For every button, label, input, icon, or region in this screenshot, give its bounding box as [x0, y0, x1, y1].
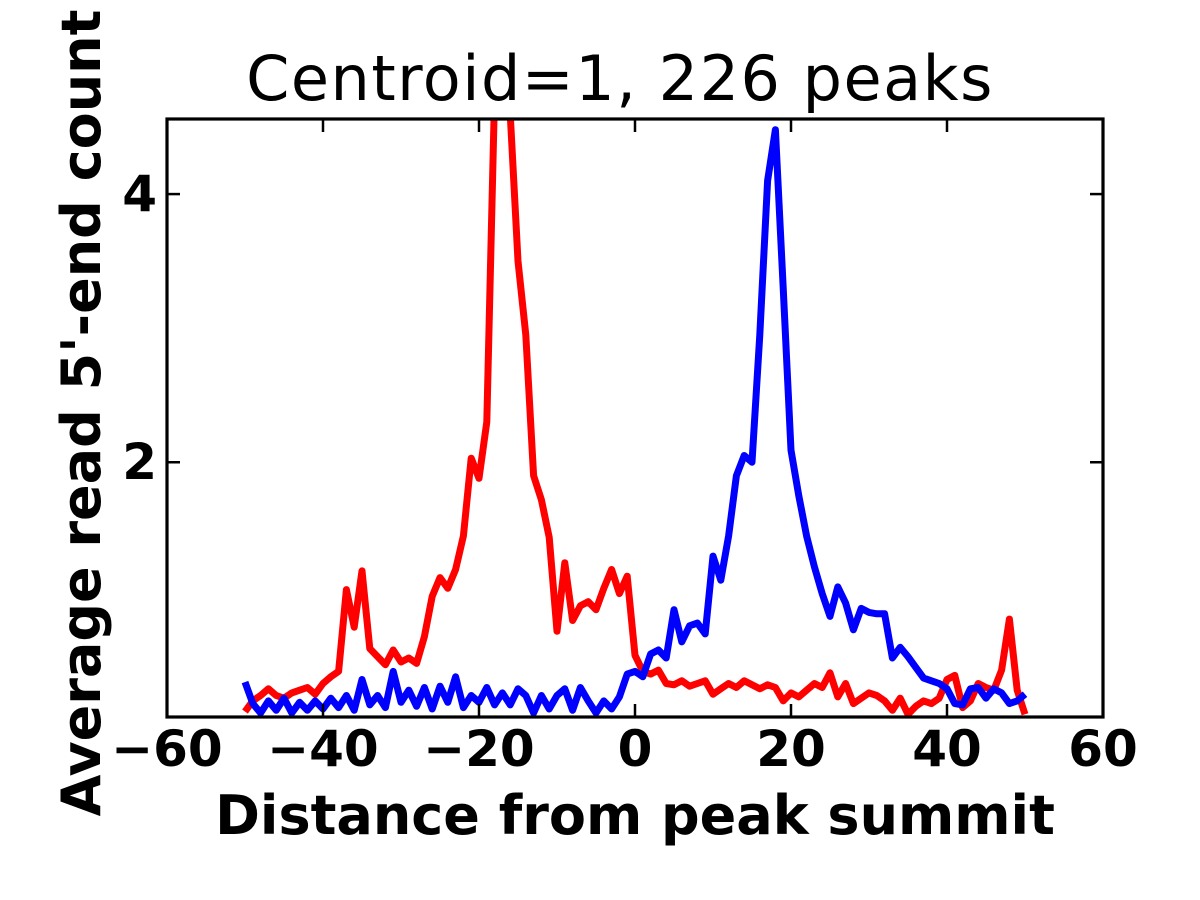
- x-tick-label: −60: [111, 720, 222, 778]
- chart-title: Centroid=1, 226 peaks: [246, 42, 994, 115]
- y-axis-label: Average read 5'-end count: [50, 9, 113, 817]
- x-tick-label: 40: [912, 720, 982, 778]
- series-line-red: [242, 119, 1029, 717]
- y-tick-label: 2: [122, 433, 157, 491]
- x-tick-label: 60: [1068, 720, 1138, 778]
- y-tick-label: 4: [122, 165, 157, 223]
- x-tick-label: −20: [423, 720, 534, 778]
- x-tick-label: 0: [618, 720, 653, 778]
- x-tick-label: −40: [267, 720, 378, 778]
- x-tick-label: 20: [756, 720, 826, 778]
- series-line-blue: [241, 126, 1028, 717]
- x-axis-label: Distance from peak summit: [215, 784, 1055, 847]
